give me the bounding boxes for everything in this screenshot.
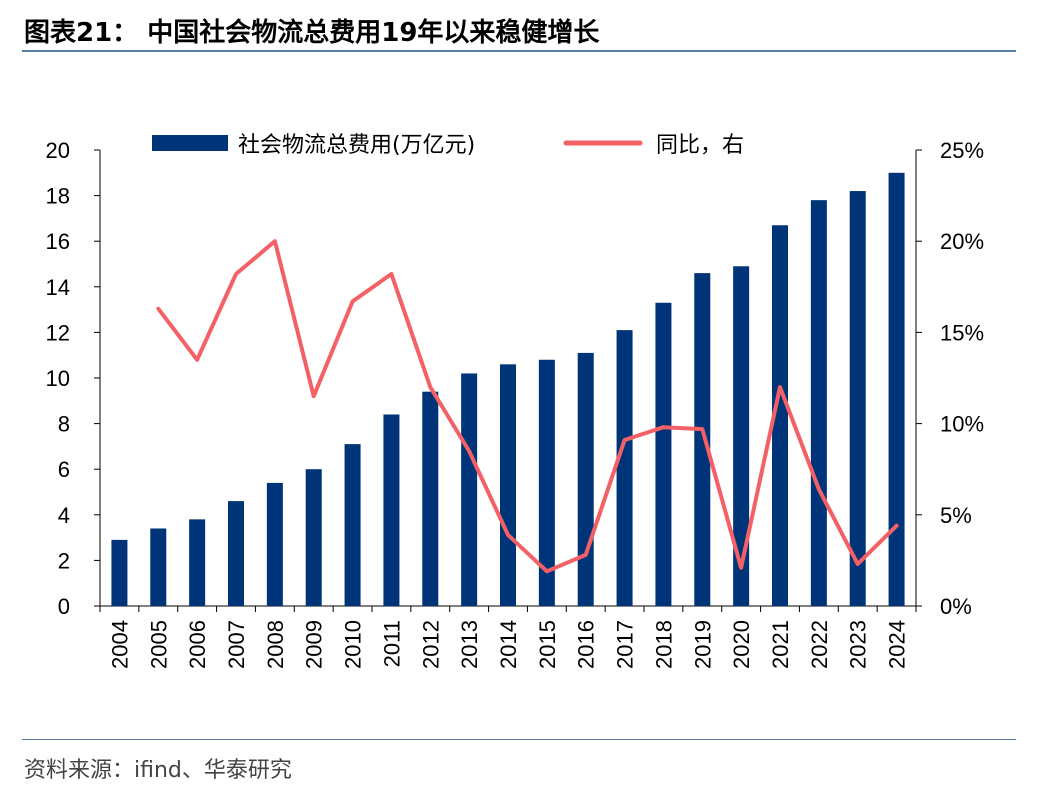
left-tick-label: 6 — [58, 457, 70, 482]
bar-2023 — [849, 191, 866, 607]
right-tick-label: 20% — [940, 229, 984, 254]
bar-2024 — [888, 172, 905, 607]
x-tick-label: 2017 — [613, 620, 638, 669]
bar-2021 — [772, 225, 788, 607]
x-tick-label: 2024 — [885, 620, 910, 669]
left-tick-label: 8 — [58, 412, 70, 437]
bar-2013 — [461, 373, 478, 606]
left-tick-label: 0 — [58, 594, 70, 619]
bar-2009 — [305, 469, 322, 606]
right-tick-label: 15% — [940, 320, 984, 345]
bar-2014 — [500, 364, 516, 606]
right-tick-label: 10% — [940, 412, 984, 437]
legend-bar-swatch — [152, 135, 228, 151]
x-tick-label: 2018 — [651, 620, 676, 669]
left-tick-label: 4 — [58, 503, 70, 528]
x-tick-label: 2020 — [729, 620, 754, 669]
bar-2012 — [422, 391, 439, 606]
legend-bar-label: 社会物流总费用(万亿元) — [238, 133, 475, 158]
left-tick-label: 12 — [46, 320, 70, 345]
left-tick-label: 14 — [46, 275, 70, 300]
left-tick-label: 2 — [58, 548, 70, 573]
bar-2017 — [616, 330, 633, 606]
x-tick-label: 2007 — [224, 620, 249, 669]
x-tick-label: 2021 — [768, 620, 793, 669]
x-tick-label: 2023 — [846, 620, 871, 669]
footer-divider — [22, 739, 1016, 740]
x-tick-label: 2022 — [807, 620, 832, 669]
title-divider — [22, 50, 1016, 52]
bar-2008 — [266, 482, 283, 606]
x-tick-label: 2016 — [574, 620, 599, 669]
bar-2020 — [733, 266, 750, 606]
x-tick-label: 2012 — [418, 620, 443, 669]
bar-2006 — [189, 519, 206, 606]
x-tick-label: 2014 — [496, 620, 521, 669]
x-tick-label: 2006 — [185, 620, 210, 669]
bar-2005 — [150, 528, 167, 606]
left-tick-label: 10 — [46, 366, 70, 391]
chart-title: 图表21： 中国社会物流总费用19年以来稳健增长 — [24, 18, 600, 48]
bar-2011 — [383, 414, 400, 606]
right-tick-label: 25% — [940, 138, 984, 163]
x-tick-label: 2010 — [341, 620, 366, 669]
x-tick-label: 2005 — [146, 620, 171, 669]
left-tick-label: 20 — [46, 138, 70, 163]
yoy-growth-line — [156, 239, 899, 574]
legend-line-label: 同比，右 — [656, 133, 744, 158]
x-tick-label: 2004 — [107, 620, 132, 669]
x-tick-label: 2011 — [379, 620, 404, 667]
bar-2004 — [111, 539, 128, 606]
bar-2015 — [538, 359, 555, 606]
x-tick-label: 2009 — [302, 620, 327, 669]
bar-2010 — [344, 444, 361, 606]
bar-2019 — [694, 273, 711, 606]
x-tick-label: 2019 — [690, 620, 715, 669]
bar-2007 — [228, 501, 244, 606]
right-tick-label: 5% — [940, 503, 972, 528]
left-tick-label: 18 — [46, 184, 70, 209]
left-tick-label: 16 — [46, 229, 70, 254]
bar-2016 — [577, 352, 594, 606]
bar-2022 — [810, 200, 827, 606]
source-note: 资料来源：ifind、华泰研究 — [24, 758, 292, 783]
x-tick-label: 2008 — [263, 620, 288, 669]
bar-2018 — [655, 302, 672, 606]
right-tick-label: 0% — [940, 594, 972, 619]
x-tick-label: 2015 — [535, 620, 560, 669]
x-tick-label: 2013 — [457, 620, 482, 669]
